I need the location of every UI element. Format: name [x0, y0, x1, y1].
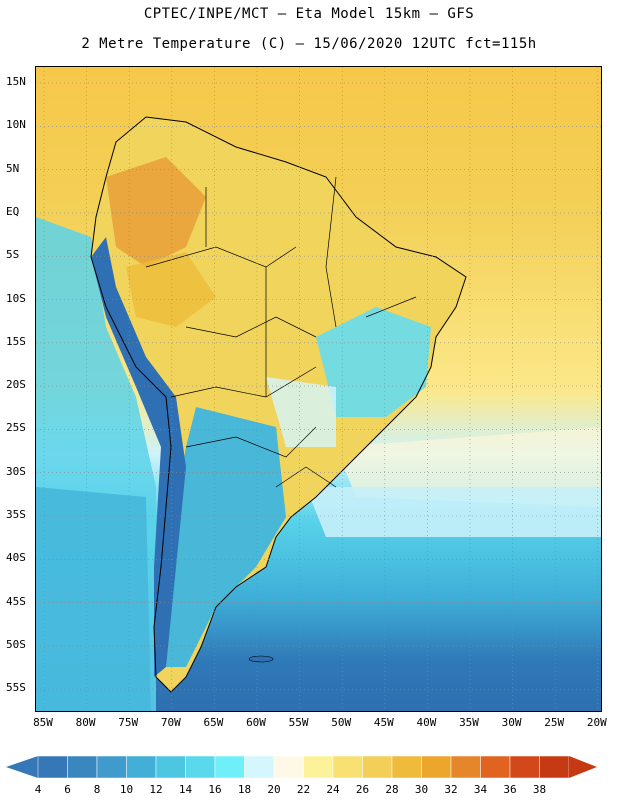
lat-label-20s: 20S [6, 378, 26, 392]
colorbar-segment [332, 755, 363, 779]
title-line-2: 2 Metre Temperature (C) – 15/06/2020 12U… [81, 36, 537, 52]
brazil-east-cool [316, 307, 431, 417]
colorbar-segment [96, 755, 127, 779]
colorbar-segment [391, 755, 422, 779]
lat-label-25s: 25S [6, 421, 26, 435]
colorbar-segment [185, 755, 216, 779]
south-america-outline [90, 116, 467, 693]
colorbar-tick-label: 10 [119, 783, 134, 796]
colorbar-segment [362, 755, 393, 779]
colorbar-tick-label: 30 [414, 783, 429, 796]
colorbar-tick-label: 14 [178, 783, 193, 796]
lon-label-30w: 30W [501, 716, 522, 729]
lon-label-20w: 20W [586, 716, 607, 729]
colorbar-tick-label: 12 [149, 783, 163, 796]
temperature-map [36, 67, 601, 711]
colorbar-tick-label: 24 [326, 783, 340, 796]
colorbar-segment [37, 755, 68, 779]
colorbar-tick-label: 38 [532, 783, 547, 796]
colorbar-segment [539, 755, 570, 779]
lon-label-75w: 75W [118, 716, 139, 729]
lat-label-35s: 35S [6, 508, 26, 521]
colorbar-segment [450, 755, 481, 779]
colorbar-tick-label: 36 [503, 783, 517, 796]
colorbar-tick-label: 32 [444, 783, 458, 796]
colorbar-tick-label: 6 [64, 783, 71, 796]
colorbar-segment [421, 755, 452, 779]
colorbar-tick-label: 26 [355, 783, 370, 796]
lon-label-85w: 85W [33, 716, 53, 729]
lon-label-55w: 55W [288, 716, 309, 729]
colorbar-left-arrow [6, 756, 38, 778]
colorbar-right-arrow [569, 756, 597, 778]
lon-label-60w: 60W [246, 716, 266, 729]
colorbar-segment [126, 755, 157, 779]
title-line-1: CPTEC/INPE/MCT – Eta Model 15km – GFS [143, 6, 475, 22]
colorbar [6, 755, 597, 779]
colorbar-tick-label: 28 [385, 783, 399, 796]
colorbar-tick-label: 34 [473, 783, 488, 796]
lat-label-50s: 50S [6, 637, 26, 651]
grid-lines [36, 67, 601, 711]
colorbar-tick-label: 8 [93, 783, 101, 796]
colorbar-segment [509, 755, 540, 779]
lat-label-40s: 40S [6, 551, 26, 565]
colorbar-segment [67, 755, 98, 779]
falklands [248, 655, 274, 663]
pacific-south-band [36, 487, 151, 711]
lon-label-35w: 35W [459, 716, 479, 729]
colorbar-tick-label: 20 [267, 783, 281, 796]
lon-label-70w: 70W [160, 716, 181, 729]
colorbar-tick-label: 4 [34, 783, 42, 796]
colorbar-tick-label: 18 [237, 783, 252, 796]
argentina-region [166, 407, 286, 667]
colorbar-tick-label: 16 [208, 783, 222, 796]
atlantic-cyan-band [306, 487, 601, 537]
lat-label-10n: 10N [6, 118, 26, 132]
colorbar-segment [303, 755, 334, 779]
andes-strip [91, 237, 186, 677]
map-panel [35, 66, 602, 712]
lat-label-eq: EQ [6, 204, 20, 218]
colorbar-segment [244, 755, 275, 779]
lat-label-30s: 30S [6, 464, 26, 478]
lon-label-50w: 50W [331, 716, 352, 729]
country-borders [145, 176, 417, 488]
hot-north-region [106, 157, 206, 267]
lon-label-25w: 25W [544, 716, 565, 729]
hot-amazon-patch [126, 252, 216, 327]
lon-label-45w: 45W [373, 716, 394, 729]
lon-label-80w: 80W [75, 716, 96, 729]
lat-label-15n: 15N [6, 75, 26, 88]
lat-label-45s: 45S [6, 594, 26, 608]
atlantic-pale-band [336, 427, 601, 507]
colorbar-tick-label: 22 [296, 783, 311, 796]
colorbar-segment [214, 755, 245, 779]
lat-label-10s: 10S [6, 291, 26, 305]
lat-label-5n: 5N [6, 161, 20, 175]
lon-label-65w: 65W [203, 716, 224, 729]
colorbar-segment [155, 755, 186, 779]
lat-label-5s: 5S [6, 248, 20, 262]
lon-label-40w: 40W [416, 716, 437, 729]
colorbar-segment [480, 755, 511, 779]
colorbar-segment [273, 755, 304, 779]
brazil-south-pale [266, 377, 336, 447]
lat-label-55s: 55S [6, 681, 26, 695]
lat-label-15s: 15S [6, 334, 26, 348]
